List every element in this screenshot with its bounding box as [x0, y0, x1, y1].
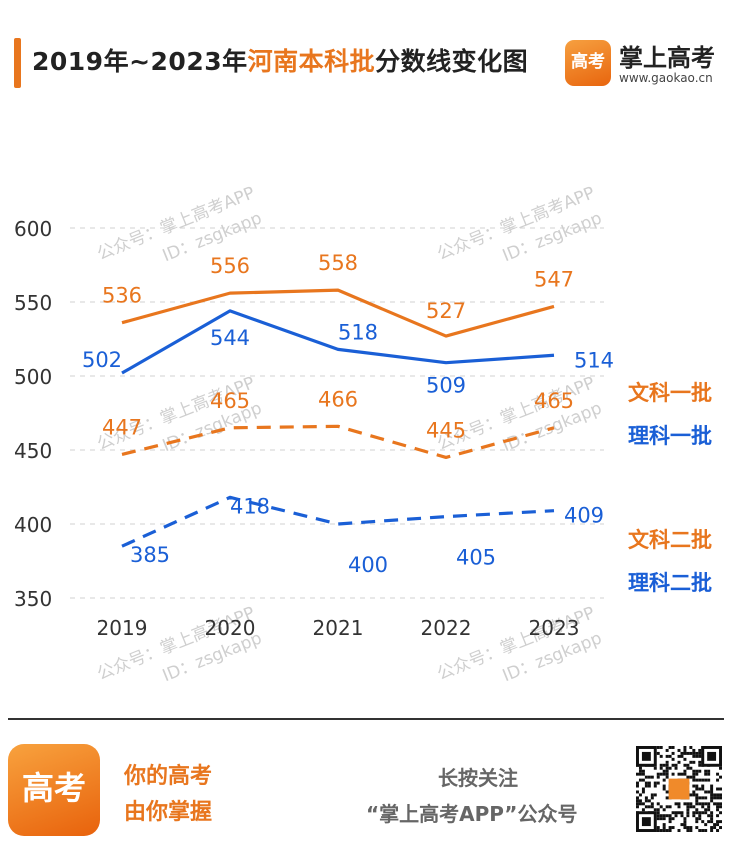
- data-label: 465: [210, 389, 250, 413]
- title-prefix: 2019年~2023年: [32, 47, 248, 76]
- data-label: 556: [210, 254, 250, 278]
- legend-entry: 理科二批: [628, 571, 712, 595]
- data-label: 385: [130, 543, 170, 567]
- page-title: 2019年~2023年河南本科批分数线变化图: [32, 42, 528, 78]
- data-label: 558: [318, 251, 358, 275]
- y-tick-label: 400: [14, 513, 52, 537]
- x-tick-label: 2020: [205, 616, 256, 640]
- y-tick-label: 450: [14, 439, 52, 463]
- data-label: 544: [210, 326, 250, 350]
- data-label: 547: [534, 267, 574, 291]
- data-label: 465: [534, 389, 574, 413]
- data-label: 514: [574, 348, 614, 372]
- series-line: [121, 288, 555, 338]
- qr-code-icon[interactable]: [636, 746, 722, 832]
- app-logo-icon[interactable]: 高考: [8, 744, 100, 836]
- series-line: [121, 495, 555, 548]
- slogan-line-1: 你的高考: [124, 764, 213, 789]
- x-tick-label: 2022: [421, 616, 472, 640]
- y-tick-label: 600: [14, 217, 52, 241]
- data-label: 518: [338, 320, 378, 344]
- y-tick-label: 350: [14, 587, 52, 611]
- legend-entry: 理科一批: [628, 424, 712, 448]
- title-suffix: 分数线变化图: [375, 47, 529, 76]
- data-label: 447: [102, 415, 142, 439]
- data-label: 527: [426, 299, 466, 323]
- footer: 高考 你的高考 由你掌握 长按关注 “掌上高考APP”公众号: [0, 722, 750, 864]
- legend-entry: 文科一批: [628, 381, 712, 405]
- data-label: 466: [318, 387, 358, 411]
- x-tick-label: 2021: [313, 616, 364, 640]
- data-label: 405: [456, 546, 496, 570]
- data-label: 400: [348, 553, 388, 577]
- series-line: [121, 424, 555, 459]
- data-label: 509: [426, 374, 466, 398]
- x-tick-label: 2019: [97, 616, 148, 640]
- follow-prompt: 长按关注: [438, 766, 518, 790]
- footer-divider: [8, 718, 724, 720]
- y-tick-label: 500: [14, 365, 52, 389]
- brand-logo-icon: 高考: [565, 40, 611, 86]
- data-label: 502: [82, 348, 122, 372]
- brand[interactable]: 高考 掌上高考 www.gaokao.cn: [565, 38, 740, 92]
- title-highlight: 河南本科批: [247, 47, 376, 76]
- data-label: 418: [230, 494, 270, 518]
- follow-account: “掌上高考APP”公众号: [366, 802, 578, 826]
- brand-url[interactable]: www.gaokao.cn: [619, 71, 713, 85]
- data-label: 536: [102, 284, 142, 308]
- title-accent-bar: [14, 38, 21, 88]
- data-label: 409: [564, 504, 604, 528]
- y-tick-label: 550: [14, 291, 52, 315]
- legend-entry: 文科二批: [628, 528, 712, 552]
- slogan-line-2: 由你掌握: [124, 800, 213, 825]
- series-line: [121, 309, 555, 375]
- brand-name: 掌上高考: [619, 44, 715, 72]
- data-label: 445: [426, 418, 466, 442]
- header: 2019年~2023年河南本科批分数线变化图 高考 掌上高考 www.gaoka…: [0, 0, 750, 100]
- x-tick-label: 2023: [529, 616, 580, 640]
